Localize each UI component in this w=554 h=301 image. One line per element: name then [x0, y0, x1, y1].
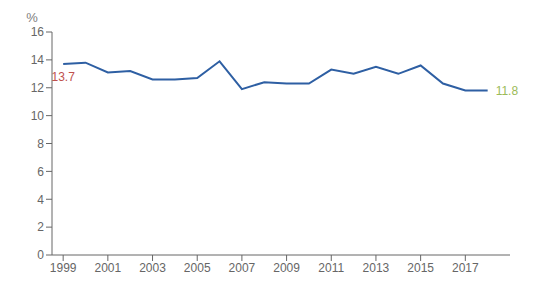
svg-text:8: 8 [37, 137, 44, 151]
svg-text:2: 2 [37, 220, 44, 234]
svg-text:2013: 2013 [363, 261, 390, 275]
svg-text:2011: 2011 [318, 261, 344, 275]
svg-text:2001: 2001 [95, 261, 122, 275]
svg-text:11.8: 11.8 [496, 84, 519, 98]
svg-text:12: 12 [31, 81, 45, 95]
svg-text:14: 14 [31, 53, 45, 67]
svg-text:0: 0 [37, 248, 44, 262]
svg-text:4: 4 [37, 193, 44, 207]
svg-text:13.7: 13.7 [51, 70, 75, 84]
svg-text:6: 6 [37, 165, 44, 179]
svg-text:10: 10 [31, 109, 45, 123]
svg-text:2007: 2007 [229, 261, 256, 275]
svg-text:1999: 1999 [50, 261, 77, 275]
svg-text:2017: 2017 [452, 261, 479, 275]
svg-text:16: 16 [31, 25, 45, 39]
svg-text:%: % [26, 10, 38, 25]
svg-text:2009: 2009 [273, 261, 300, 275]
svg-text:2015: 2015 [407, 261, 434, 275]
svg-text:2005: 2005 [184, 261, 211, 275]
svg-text:2003: 2003 [139, 261, 166, 275]
